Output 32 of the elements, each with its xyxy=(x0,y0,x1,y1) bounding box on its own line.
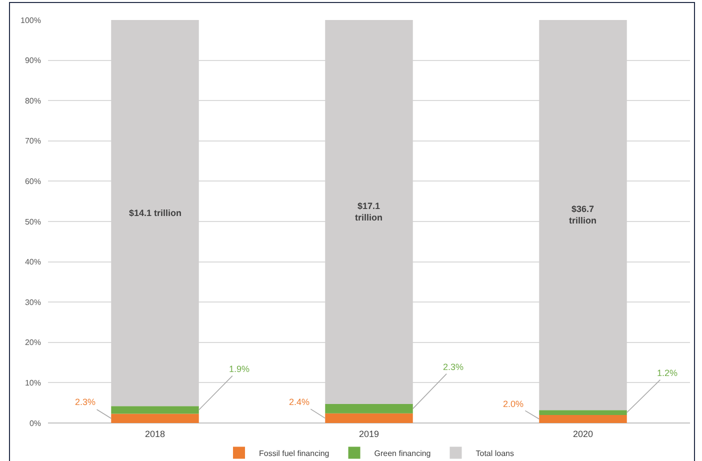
y-tick-label: 80% xyxy=(24,96,41,106)
legend-label: Fossil fuel financing xyxy=(259,448,330,458)
data-label: 1.2% xyxy=(657,368,678,378)
bar xyxy=(325,404,413,414)
data-label: 2.4% xyxy=(289,397,310,407)
y-tick-label: 20% xyxy=(24,338,41,348)
y-tick-label: 0% xyxy=(29,418,41,428)
annotation: $17.1 trillion xyxy=(355,201,382,223)
bar xyxy=(325,413,413,423)
y-tick-label: 90% xyxy=(24,56,41,66)
x-tick-label: 2019 xyxy=(358,429,380,439)
bar xyxy=(539,410,627,415)
bar xyxy=(111,414,199,423)
data-label: 1.9% xyxy=(229,364,250,374)
legend-label: Total loans xyxy=(476,448,514,458)
y-tick-label: 10% xyxy=(24,378,41,388)
annotation: $14.1 trillion xyxy=(129,208,182,218)
y-tick-label: 40% xyxy=(24,258,41,267)
data-label: 2.3% xyxy=(75,397,96,407)
data-label: 2.0% xyxy=(503,399,524,409)
y-tick-label: 70% xyxy=(24,136,41,146)
x-tick-label: 2018 xyxy=(144,429,166,439)
y-tick-label: 60% xyxy=(24,177,41,186)
y-tick-label: 30% xyxy=(24,298,41,307)
data-label: 2.3% xyxy=(443,362,464,372)
annotation: $36.7 trillion xyxy=(569,204,596,226)
bar xyxy=(111,406,199,414)
legend-label: Green financing xyxy=(374,448,431,458)
y-tick-label: 100% xyxy=(20,16,41,25)
x-tick-label: 2020 xyxy=(572,429,594,439)
y-tick-label: 50% xyxy=(24,217,41,226)
bar xyxy=(539,414,627,423)
